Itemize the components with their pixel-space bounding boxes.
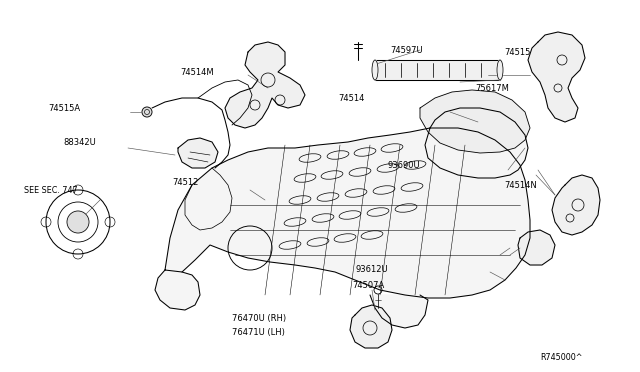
Text: 93612U: 93612U [356,266,388,275]
Ellipse shape [372,60,378,80]
Polygon shape [370,295,428,328]
Polygon shape [155,270,200,310]
Polygon shape [178,138,218,168]
Circle shape [142,107,152,117]
Polygon shape [375,60,500,80]
Text: 75617M: 75617M [475,83,509,93]
Text: 74514: 74514 [338,93,364,103]
Polygon shape [165,128,530,298]
Polygon shape [518,230,555,265]
Polygon shape [350,305,392,348]
Text: 74507A: 74507A [352,280,384,289]
Text: 88342U: 88342U [63,138,96,147]
Text: 76470U (RH): 76470U (RH) [232,314,286,323]
Polygon shape [225,42,305,128]
Text: 74515A: 74515A [48,103,80,112]
Text: 74515: 74515 [504,48,531,57]
Polygon shape [528,32,585,122]
Polygon shape [420,90,530,153]
Text: 93690U: 93690U [388,160,420,170]
Polygon shape [185,168,232,230]
Polygon shape [425,108,528,178]
Text: R745000^: R745000^ [540,353,582,362]
Text: 74597U: 74597U [390,45,422,55]
Ellipse shape [497,60,503,80]
Text: 74514N: 74514N [504,180,537,189]
Circle shape [67,211,89,233]
Text: 74514M: 74514M [180,67,214,77]
Text: 74512: 74512 [172,177,198,186]
Text: SEE SEC. 747: SEE SEC. 747 [24,186,77,195]
Text: 76471U (LH): 76471U (LH) [232,327,285,337]
Polygon shape [552,175,600,235]
